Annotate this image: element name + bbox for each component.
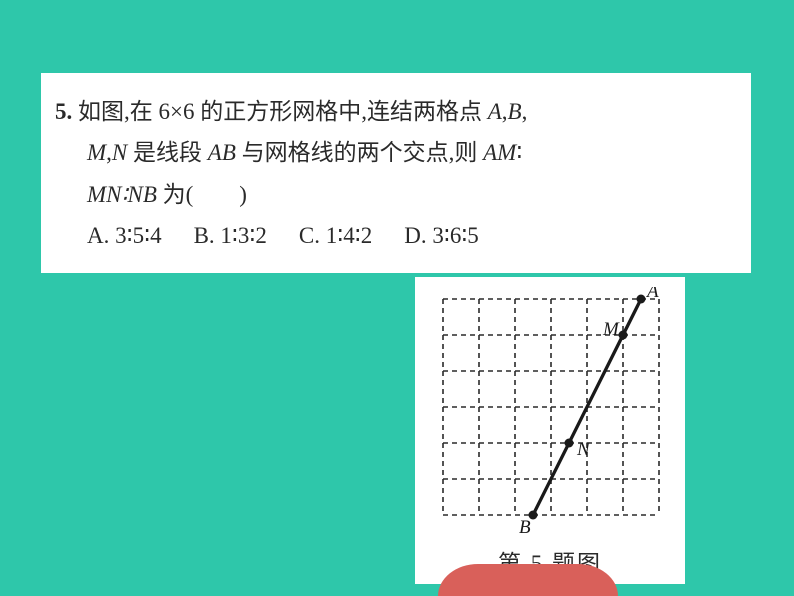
problem-line-1: 5. 如图,在 6×6 的正方形网格中,连结两格点 A,B,: [55, 91, 733, 132]
var-MNNB: MN∶NB: [87, 182, 157, 207]
svg-text:M: M: [602, 319, 620, 340]
svg-text:N: N: [576, 439, 591, 460]
options-row: A. 3∶5∶4 B. 1∶3∶2 C. 1∶4∶2 D. 3∶6∶5: [55, 215, 733, 256]
grid-figure: A M N B: [425, 287, 675, 533]
var-B: B: [508, 99, 522, 124]
var-AM: AM: [483, 140, 516, 165]
problem-text-block: 5. 如图,在 6×6 的正方形网格中,连结两格点 A,B, M,N 是线段 A…: [41, 73, 751, 273]
option-D: D. 3∶6∶5: [404, 215, 479, 256]
text-frag-2a: 是线段: [127, 140, 208, 165]
option-B: B. 1∶3∶2: [194, 215, 267, 256]
text-frag-2b: 与网格线的两个交点,则: [236, 140, 483, 165]
red-decoration: [438, 564, 618, 596]
text-frag-3a: 为( ): [157, 182, 247, 207]
problem-line-3: MN∶NB 为( ): [55, 174, 733, 215]
var-A: A: [488, 99, 502, 124]
svg-text:A: A: [645, 287, 659, 302]
problem-number: 5.: [55, 99, 72, 124]
var-AB: AB: [208, 140, 236, 165]
option-A: A. 3∶5∶4: [87, 215, 162, 256]
problem-line-2: M,N 是线段 AB 与网格线的两个交点,则 AM∶: [55, 132, 733, 173]
svg-text:B: B: [519, 517, 531, 533]
figure-block: AMNB 第 5 题图: [415, 277, 685, 584]
var-N: N: [112, 140, 127, 165]
text-frag-1a: 如图,在 6×6 的正方形网格中,连结两格点: [78, 99, 488, 124]
text-comma-2: ,: [522, 99, 528, 124]
option-C: C. 1∶4∶2: [299, 215, 372, 256]
var-M: M: [87, 140, 106, 165]
